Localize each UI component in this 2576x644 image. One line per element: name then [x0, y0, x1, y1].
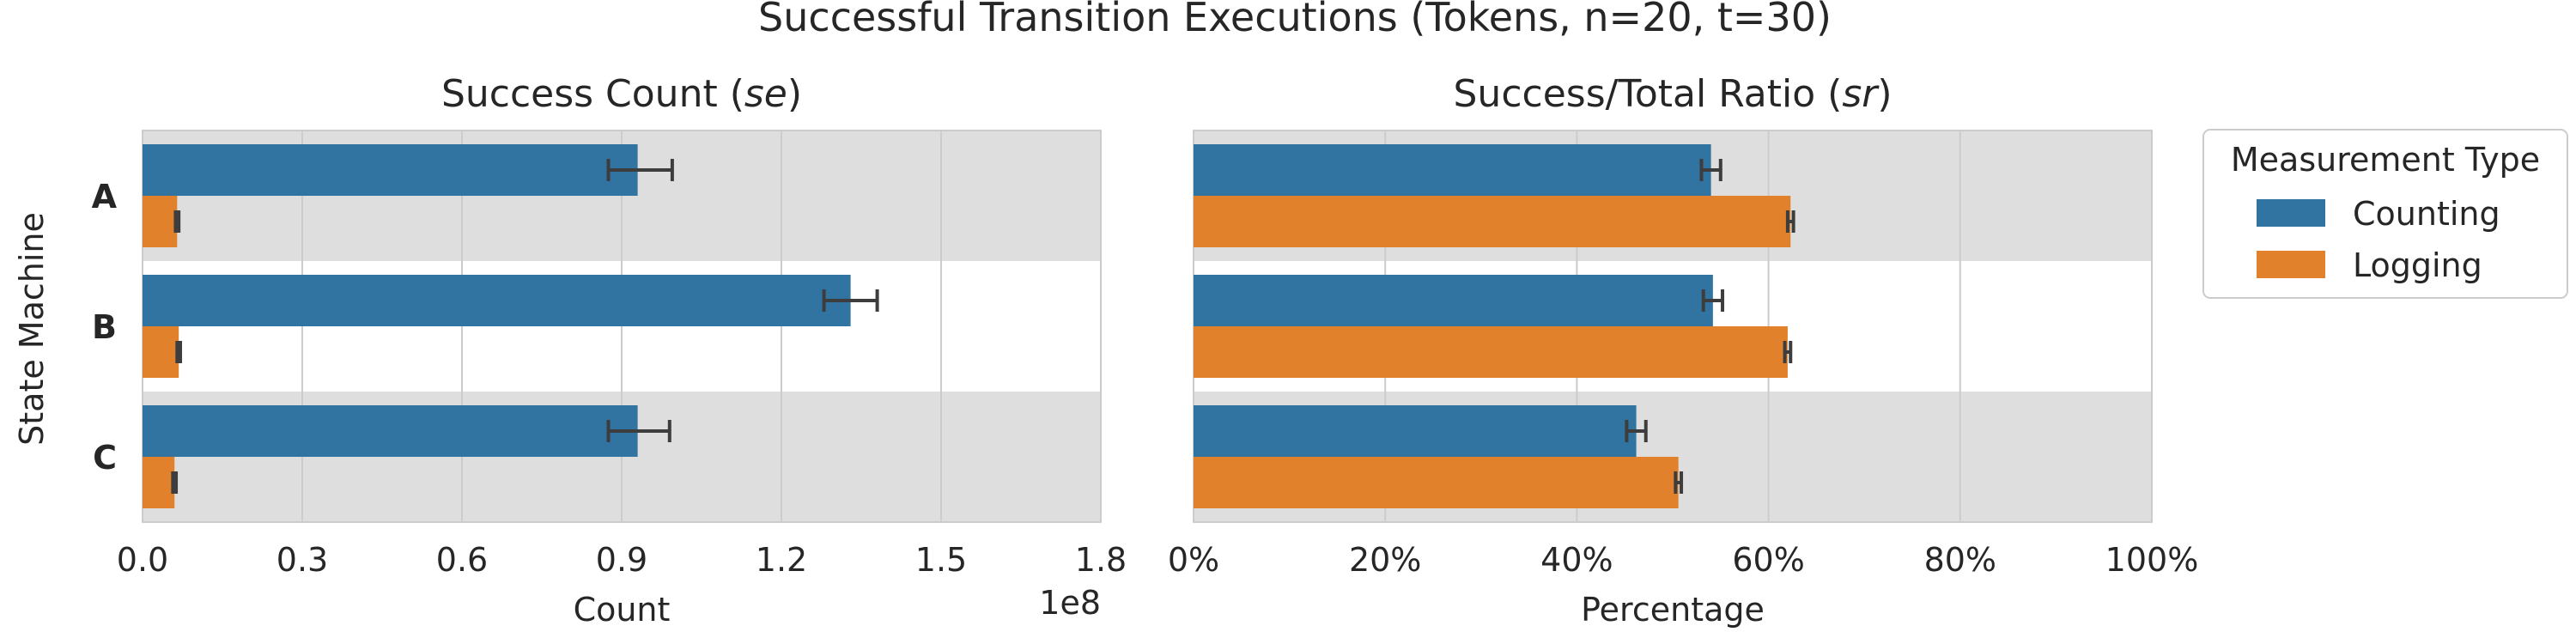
error-bar-logging-b — [1783, 341, 1793, 363]
panel-title-suffix: ) — [787, 72, 802, 116]
legend-swatch-counting — [2257, 199, 2325, 227]
bar-logging-b — [1194, 326, 1788, 378]
category-label-c: C — [93, 439, 117, 477]
x-tick-label: 0.3 — [276, 541, 328, 579]
x-tick-label: 100% — [2105, 541, 2199, 579]
legend: Measurement Type Counting Logging — [2202, 129, 2568, 299]
error-bar-logging-c — [1674, 471, 1684, 494]
shared-y-axis-label: State Machine — [13, 212, 51, 446]
error-bar-counting-c — [606, 420, 671, 442]
x-tick-label: 0.0 — [117, 541, 168, 579]
error-bar-logging-a — [173, 210, 181, 233]
x-tick-label: 1.8 — [1075, 541, 1127, 579]
panel-title: Success/Total Ratio (sr) — [1454, 72, 1893, 116]
bar-logging-c — [1194, 457, 1679, 508]
error-bar-counting-a — [606, 159, 674, 181]
x-axis-label: Count — [574, 591, 671, 629]
panel-title: Success Count (se) — [441, 72, 802, 116]
x-tick-label: 0.6 — [436, 541, 488, 579]
x-tick-label: 40% — [1540, 541, 1613, 579]
bar-counting-c — [1194, 405, 1637, 457]
bar-counting-a — [1194, 144, 1711, 196]
x-tick-label: 1.5 — [915, 541, 967, 579]
category-label-b: B — [92, 308, 117, 346]
bar-counting-a — [143, 144, 638, 196]
x-axis-label: Percentage — [1581, 591, 1765, 629]
figure-title: Successful Transition Executions (Tokens… — [758, 0, 1832, 40]
error-bar-logging-b — [175, 341, 183, 363]
error-bar-logging-c — [171, 471, 179, 494]
legend-label-counting: Counting — [2353, 195, 2500, 233]
legend-swatch-logging — [2257, 251, 2325, 278]
x-tick-label: 80% — [1924, 541, 1996, 579]
error-bar-counting-b — [822, 289, 879, 312]
bar-counting-b — [143, 275, 851, 326]
panel-title-symbol: se — [744, 72, 787, 116]
bar-logging-a — [143, 196, 178, 247]
legend-label-logging: Logging — [2353, 246, 2482, 284]
success-ratio-chart: 0% 20% 40% 60% 80% 100% Percentage Success/Tota… — [1168, 72, 2198, 629]
x-tick-label: 0% — [1168, 541, 1219, 579]
panel-title-prefix: Success Count ( — [441, 72, 744, 116]
x-tick-label: 0.9 — [596, 541, 647, 579]
x-tick-label: 60% — [1732, 541, 1804, 579]
legend-title: Measurement Type — [2231, 141, 2540, 179]
category-label-a: A — [92, 178, 118, 216]
error-bar-logging-a — [1785, 210, 1795, 233]
bar-logging-b — [143, 326, 179, 378]
error-bar-counting-a — [1699, 159, 1722, 181]
bar-logging-a — [1194, 196, 1791, 247]
bar-logging-c — [143, 457, 175, 508]
x-tick-label: 1.2 — [756, 541, 807, 579]
x-tick-label: 20% — [1349, 541, 1421, 579]
panel-title-prefix: Success/Total Ratio ( — [1454, 72, 1843, 116]
bar-counting-c — [143, 405, 638, 457]
bar-counting-b — [1194, 275, 1713, 326]
success-count-chart: A B C 0.0 0.3 0.6 0.9 1.2 1.5 1.8 Count 1e8 Success … — [92, 72, 1127, 629]
error-bar-counting-c — [1625, 420, 1648, 442]
error-bar-counting-b — [1701, 289, 1725, 312]
panel-title-symbol: sr — [1842, 72, 1880, 116]
x-axis-offset-label: 1e8 — [1039, 584, 1101, 622]
panel-title-suffix: ) — [1877, 72, 1892, 116]
